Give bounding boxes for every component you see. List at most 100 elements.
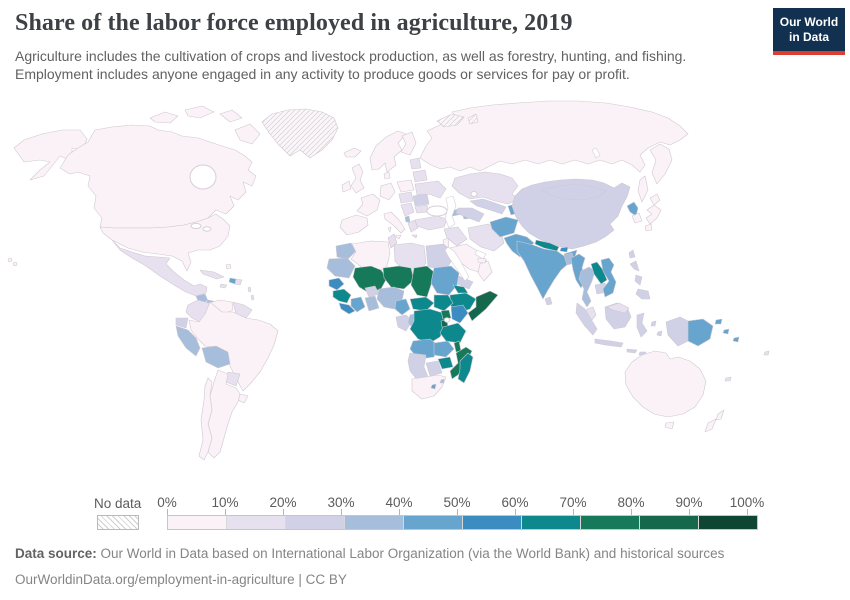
country-uganda[interactable] <box>440 309 452 320</box>
country-south-korea[interactable] <box>631 212 643 224</box>
country-new-caledonia[interactable] <box>724 376 732 382</box>
country-greenland[interactable] <box>261 108 339 159</box>
country-new-zealand[interactable] <box>704 409 725 433</box>
country-taiwan[interactable] <box>628 249 636 259</box>
country-namibia[interactable] <box>407 352 429 382</box>
country-sierra-leone-liberia[interactable] <box>338 302 356 315</box>
country-mongolia[interactable] <box>541 183 607 201</box>
country-moluccas[interactable] <box>650 320 663 337</box>
country-tunisia[interactable] <box>387 233 398 249</box>
country-ukraine[interactable] <box>414 180 447 199</box>
country-central-african-republic[interactable] <box>409 296 435 312</box>
country-afghanistan[interactable] <box>489 216 519 238</box>
country-finland[interactable] <box>400 131 417 156</box>
legend-band[interactable] <box>227 516 286 529</box>
country-romania[interactable] <box>412 193 430 207</box>
owid-logo[interactable]: Our World in Data <box>773 8 845 55</box>
country-australia[interactable] <box>624 350 707 418</box>
country-tanzania[interactable] <box>439 322 467 344</box>
country-czech-hungary[interactable] <box>398 191 414 204</box>
country-cote-divoire[interactable] <box>350 296 366 313</box>
country-norway-sweden[interactable] <box>369 130 407 173</box>
country-dominican-republic[interactable] <box>234 278 243 286</box>
country-oman[interactable] <box>477 260 493 282</box>
country-svalbard[interactable] <box>436 113 479 128</box>
country-niger[interactable] <box>382 265 415 290</box>
country-vietnam[interactable] <box>600 257 617 298</box>
country-bolivia[interactable] <box>201 345 231 369</box>
country-algeria[interactable] <box>350 240 391 275</box>
legend-band[interactable] <box>463 516 522 529</box>
country-papua-new-guinea[interactable] <box>687 318 714 347</box>
country-china[interactable] <box>511 178 631 250</box>
country-uae[interactable] <box>477 257 487 264</box>
legend-band[interactable] <box>699 516 757 529</box>
country-syria-iraq[interactable] <box>443 226 468 247</box>
country-turkmenistan[interactable] <box>455 207 485 223</box>
country-poland[interactable] <box>396 179 415 193</box>
country-peru[interactable] <box>175 325 201 357</box>
legend-band[interactable] <box>522 516 581 529</box>
country-philippines[interactable] <box>629 260 651 300</box>
country-japan[interactable] <box>644 193 662 232</box>
country-canada[interactable] <box>59 105 261 229</box>
country-hawaii[interactable] <box>7 257 18 267</box>
country-laos[interactable] <box>590 261 608 285</box>
country-ecuador[interactable] <box>175 317 189 329</box>
country-zambia[interactable] <box>433 340 455 358</box>
country-madagascar[interactable] <box>457 352 474 384</box>
country-turkey[interactable] <box>414 215 448 231</box>
country-kenya[interactable] <box>450 304 469 324</box>
country-eritrea[interactable] <box>452 284 469 294</box>
country-mexico[interactable] <box>111 239 208 297</box>
country-senegal[interactable] <box>328 277 345 291</box>
country-cuba[interactable] <box>199 269 225 280</box>
country-denmark[interactable] <box>383 171 391 180</box>
country-jamaica[interactable] <box>219 283 228 289</box>
country-north-korea[interactable] <box>626 201 639 217</box>
country-western-sahara-mauritania[interactable] <box>326 257 356 279</box>
country-south-africa[interactable] <box>411 374 447 400</box>
country-germany[interactable] <box>379 182 396 201</box>
country-russia[interactable] <box>419 100 689 203</box>
country-bulgaria[interactable] <box>414 204 429 214</box>
country-iberia[interactable] <box>339 214 369 236</box>
country-balkans[interactable] <box>400 202 415 217</box>
country-zimbabwe[interactable] <box>437 356 454 370</box>
country-india[interactable] <box>516 240 578 300</box>
country-ghana-togo-benin[interactable] <box>364 295 380 312</box>
country-sudan[interactable] <box>430 265 460 296</box>
country-gabon[interactable] <box>395 314 413 332</box>
country-java[interactable] <box>594 338 624 348</box>
country-ireland[interactable] <box>341 180 352 193</box>
country-west-papua[interactable] <box>665 316 689 347</box>
legend-band[interactable] <box>581 516 640 529</box>
country-uzbekistan[interactable] <box>469 198 507 215</box>
country-baltics[interactable] <box>409 157 422 170</box>
link-line[interactable]: OurWorldinData.org/employment-in-agricul… <box>15 571 347 587</box>
country-tasmania[interactable] <box>664 421 675 430</box>
country-borneo-malaysia[interactable] <box>606 302 630 314</box>
country-kazakhstan[interactable] <box>451 171 519 205</box>
country-chile[interactable] <box>198 377 213 461</box>
legend-band[interactable] <box>640 516 699 529</box>
country-botswana[interactable] <box>425 360 443 377</box>
country-guinea[interactable] <box>332 288 352 304</box>
country-solomon-islands[interactable] <box>732 336 740 343</box>
legend-band[interactable] <box>345 516 404 529</box>
country-nepal[interactable] <box>534 239 560 252</box>
country-lesotho[interactable] <box>430 383 437 390</box>
country-lesser-sunda[interactable] <box>626 348 647 356</box>
country-iceland[interactable] <box>343 147 362 158</box>
legend-band[interactable] <box>404 516 463 529</box>
country-united-kingdom[interactable] <box>350 163 365 194</box>
country-chad[interactable] <box>410 265 435 298</box>
legend-band[interactable] <box>168 516 227 529</box>
country-somalia[interactable] <box>467 290 499 322</box>
country-italy[interactable] <box>383 211 406 240</box>
country-south-sudan[interactable] <box>433 294 454 312</box>
country-bhutan[interactable] <box>559 246 569 253</box>
country-france[interactable] <box>356 193 381 217</box>
country-sumatra[interactable] <box>575 302 598 336</box>
country-belarus[interactable] <box>412 169 428 183</box>
